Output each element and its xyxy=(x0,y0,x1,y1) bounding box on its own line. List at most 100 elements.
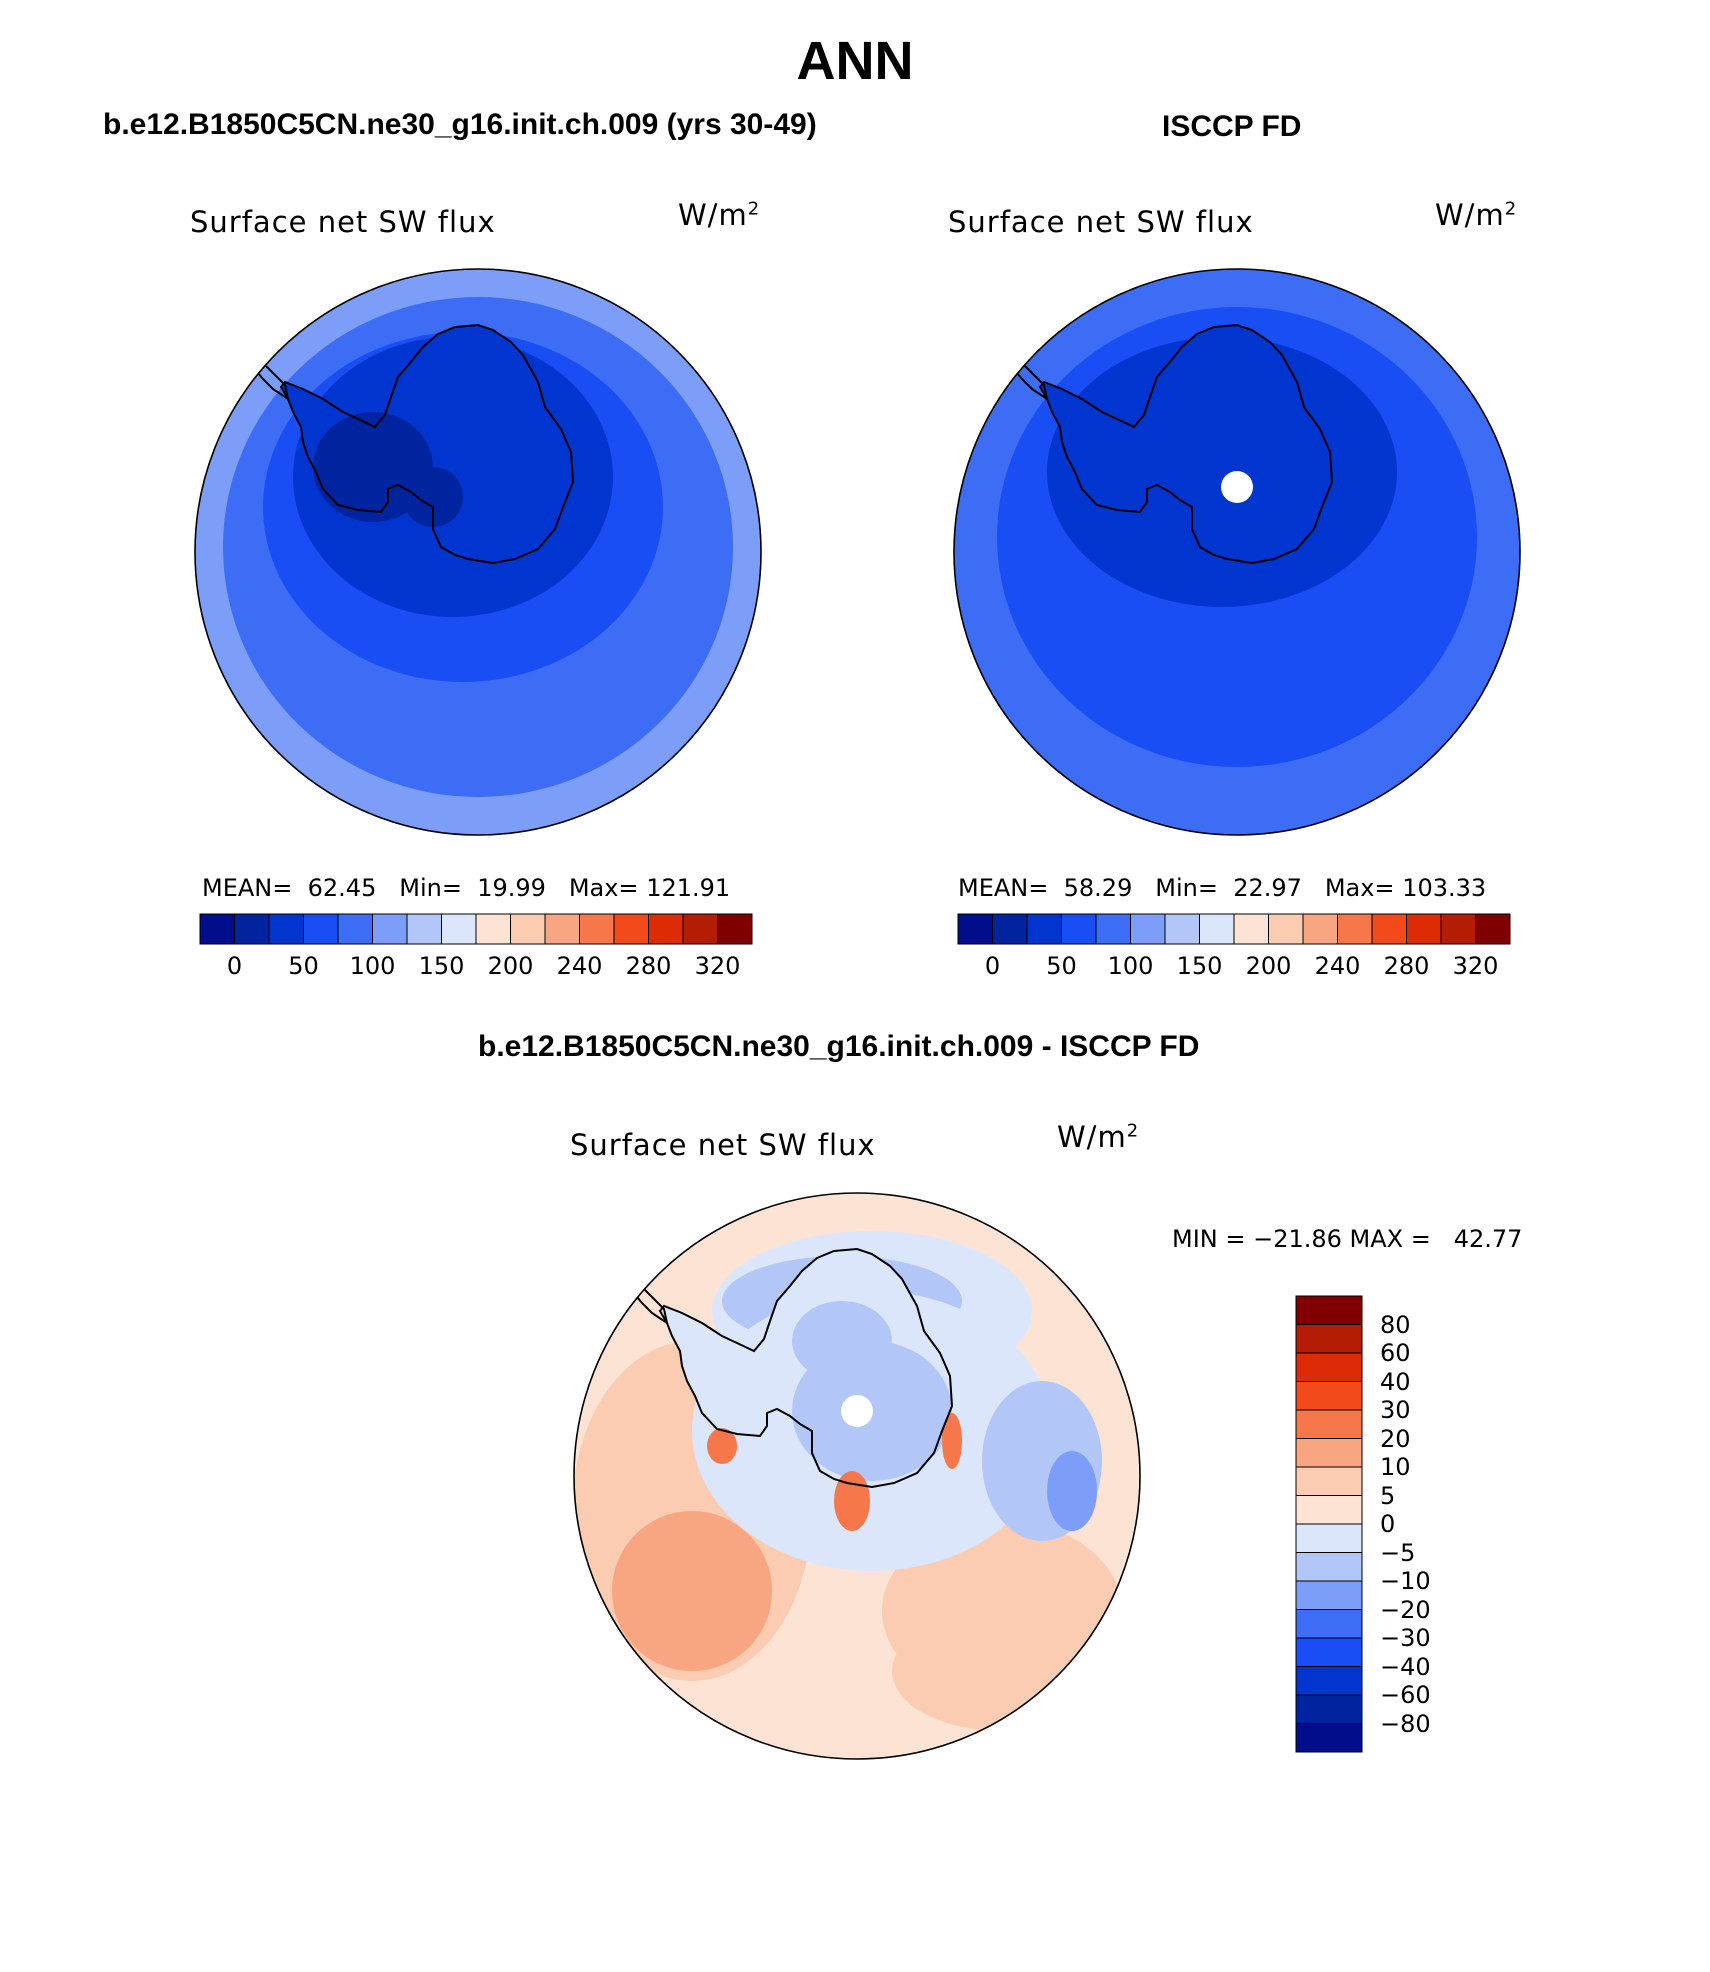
colorbar-tick-label: 320 xyxy=(694,952,741,980)
colorbar-swatch xyxy=(475,913,511,945)
colorbar-swatch xyxy=(1295,1495,1363,1525)
map-field xyxy=(195,269,761,835)
panel-1-mean-label: MEAN= xyxy=(202,874,293,902)
panel-1-colorbar-ticks: 0 50 100 150 200 240 280 320 xyxy=(200,952,752,982)
colorbar-tick-label: 10 xyxy=(1380,1453,1411,1481)
colorbar-tick-label: 150 xyxy=(1176,952,1223,980)
colorbar-swatch xyxy=(1295,1438,1363,1468)
colorbar-swatch xyxy=(1295,1523,1363,1553)
colorbar-tick-label: −30 xyxy=(1380,1624,1431,1652)
colorbar-tick-label: 0 xyxy=(984,952,1001,980)
main-title: ANN xyxy=(796,31,914,91)
colorbar-tick-label: 200 xyxy=(1245,952,1292,980)
panel-1-mean-value: 62.45 xyxy=(307,874,377,902)
colorbar-swatch xyxy=(1302,913,1338,945)
colorbar-tick-label: −5 xyxy=(1380,1538,1416,1567)
colorbar-tick-label: 200 xyxy=(487,952,534,980)
difference-variable-label: Surface net SW flux xyxy=(570,1128,876,1162)
colorbar-swatch xyxy=(1295,1352,1363,1382)
colorbar-swatch xyxy=(234,913,270,945)
colorbar-tick-label: 280 xyxy=(1383,952,1430,980)
colorbar-tick-label: −60 xyxy=(1380,1681,1431,1709)
colorbar-tick-label: 5 xyxy=(1380,1481,1396,1510)
colorbar-tick-label: −80 xyxy=(1380,1709,1431,1738)
field-contour xyxy=(892,1611,1112,1731)
colorbar-swatch xyxy=(372,913,408,945)
panel-2-variable-label: Surface net SW flux xyxy=(948,205,1254,239)
colorbar-swatch xyxy=(1406,913,1442,945)
colorbar-swatch xyxy=(648,913,684,945)
colorbar-swatch xyxy=(992,913,1028,945)
colorbar-swatch xyxy=(1095,913,1131,945)
panel-2-units-label: W/m2 xyxy=(1435,198,1518,232)
field-contour xyxy=(707,1428,737,1464)
colorbar-swatch xyxy=(1164,913,1200,945)
colorbar-swatch xyxy=(1295,1666,1363,1696)
coastline xyxy=(279,323,575,565)
colorbar-swatch xyxy=(1295,1580,1363,1610)
colorbar-tick-label: −40 xyxy=(1380,1652,1431,1681)
panel-1-variable-label: Surface net SW flux xyxy=(190,205,496,239)
panel-2-min-label: Min= xyxy=(1155,874,1218,902)
colorbar-tick-label: −20 xyxy=(1380,1595,1431,1624)
colorbar-tick-label: 240 xyxy=(556,952,603,980)
difference-title: b.e12.B1850C5CN.ne30_g16.init.ch.009 - I… xyxy=(478,1030,1200,1063)
colorbar-tick-label: 30 xyxy=(1380,1396,1411,1424)
panel-1-min-label: Min= xyxy=(399,874,462,902)
map-border xyxy=(953,268,1521,836)
panel-2-max-label: Max= xyxy=(1324,874,1395,902)
colorbar-tick-label: 50 xyxy=(1046,952,1077,980)
panel-1-stats: MEAN= 62.45 Min= 19.99 Max= 121.91 xyxy=(202,874,730,902)
colorbar-swatch xyxy=(544,913,580,945)
colorbar-swatch xyxy=(682,913,718,945)
colorbar-tick-label: −10 xyxy=(1380,1567,1431,1595)
missing-data-pole xyxy=(841,1395,873,1427)
panel-1-min-value: 19.99 xyxy=(477,874,546,902)
panel-2-mean-label: MEAN= xyxy=(958,874,1049,902)
colorbar-swatch xyxy=(337,913,373,945)
colorbar-tick-label: 50 xyxy=(288,952,319,980)
panel-2-mean-value: 58.29 xyxy=(1063,874,1133,902)
antarctica-fill xyxy=(1040,325,1332,563)
difference-units-label: W/m2 xyxy=(1057,1120,1140,1154)
panel-1-units-label: W/m2 xyxy=(678,198,761,232)
colorbar-swatch xyxy=(1130,913,1166,945)
coastline xyxy=(1038,323,1334,565)
colorbar-swatch xyxy=(1061,913,1097,945)
colorbar-swatch xyxy=(1295,1409,1363,1439)
colorbar-swatch xyxy=(1295,1723,1363,1753)
colorbar-tick-label: 240 xyxy=(1314,952,1361,980)
colorbar-swatch xyxy=(510,913,546,945)
panel-2-title: ISCCP FD xyxy=(1162,110,1302,143)
panel-2-max-value: 103.33 xyxy=(1402,874,1487,902)
panel-2-colorbar xyxy=(957,913,1511,945)
difference-polar-map xyxy=(573,1192,1141,1760)
panel-1-title: b.e12.B1850C5CN.ne30_g16.init.ch.009 (yr… xyxy=(103,108,817,141)
map-field xyxy=(574,1193,1140,1759)
map-border xyxy=(194,268,762,836)
colorbar-swatch xyxy=(303,913,339,945)
panel-2-colorbar-ticks: 0 50 100 150 200 240 280 320 xyxy=(958,952,1510,982)
difference-colorbar-ticks: 80 60 40 30 20 10 5 0 −5 −10 −20 −30 −40 −60 −80 xyxy=(1370,1296,1450,1752)
panel-2-polar-map xyxy=(953,268,1521,836)
field-contour xyxy=(1047,1451,1097,1531)
colorbar-swatch xyxy=(1026,913,1062,945)
colorbar-swatch xyxy=(1295,1295,1363,1325)
colorbar-tick-label: 0 xyxy=(226,952,243,980)
panel-2-min-value: 22.97 xyxy=(1233,874,1302,902)
missing-data-pole xyxy=(1221,471,1253,503)
colorbar-tick-label: 0 xyxy=(1380,1510,1396,1538)
colorbar-swatch xyxy=(717,913,753,945)
coastline xyxy=(658,1247,954,1489)
colorbar-swatch xyxy=(1440,913,1476,945)
colorbar-tick-label: 80 xyxy=(1380,1310,1411,1339)
field-contour xyxy=(942,1413,962,1469)
panel-1-max-value: 121.91 xyxy=(646,874,731,902)
field-contour xyxy=(792,1301,892,1381)
colorbar-swatch xyxy=(579,913,615,945)
colorbar-swatch xyxy=(199,913,235,945)
colorbar-swatch xyxy=(1233,913,1269,945)
difference-minmax: MIN = −21.86 MAX = 42.77 xyxy=(1172,1225,1523,1253)
colorbar-tick-label: 40 xyxy=(1380,1367,1411,1396)
map-border xyxy=(573,1192,1141,1760)
